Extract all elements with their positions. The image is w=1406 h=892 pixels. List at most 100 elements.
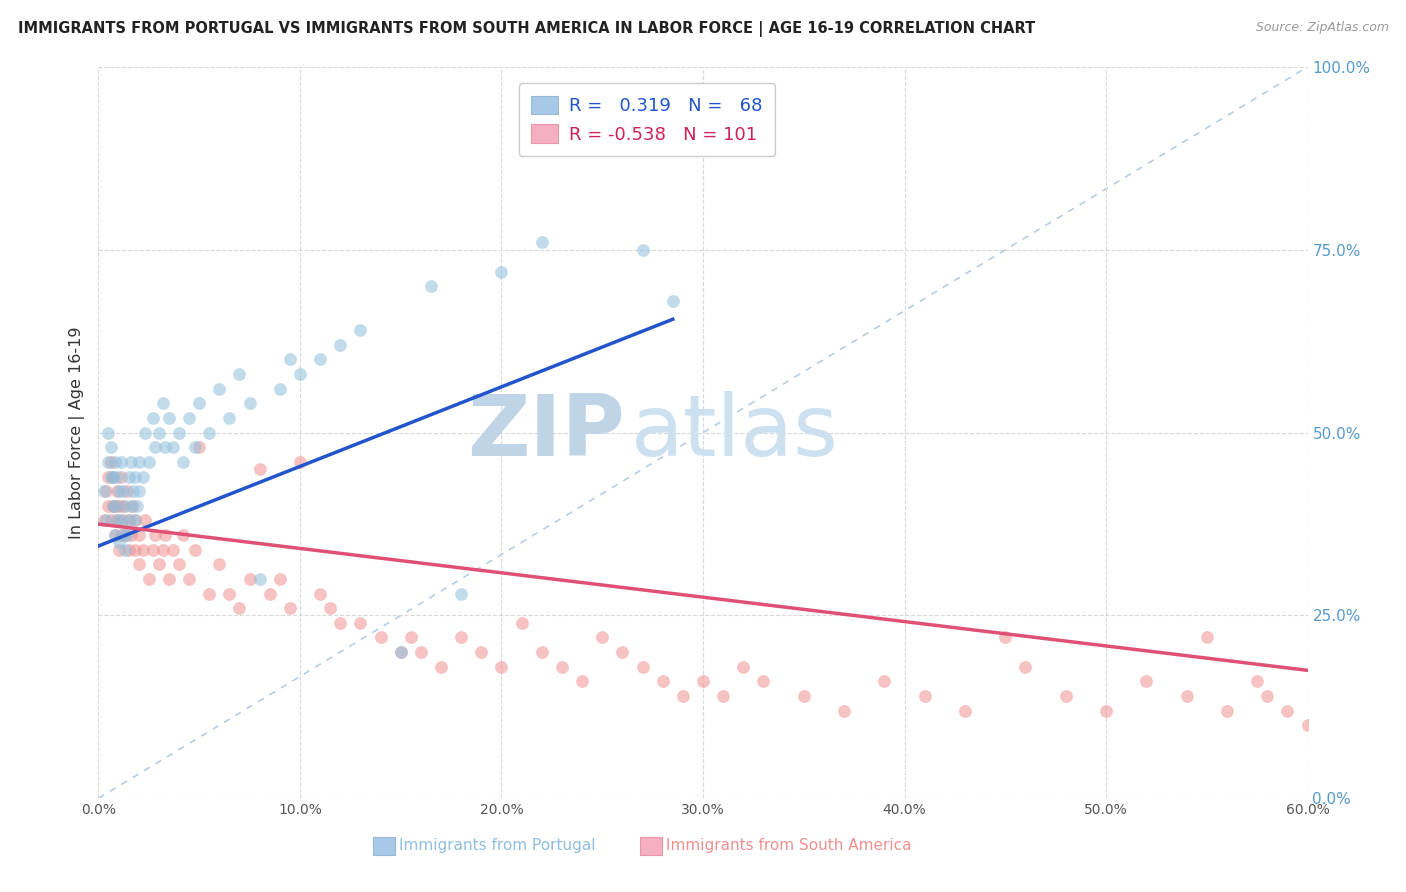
Point bbox=[167, 425, 190, 440]
Point bbox=[125, 499, 148, 513]
Point bbox=[430, 659, 453, 673]
Point bbox=[142, 542, 165, 557]
Point bbox=[97, 499, 120, 513]
Point bbox=[249, 462, 271, 476]
Point bbox=[120, 528, 142, 542]
Point bbox=[399, 631, 422, 645]
Point bbox=[107, 535, 129, 549]
Point bbox=[103, 455, 125, 469]
Point bbox=[269, 382, 291, 396]
Point bbox=[101, 499, 124, 513]
Point bbox=[198, 586, 221, 600]
Point bbox=[118, 469, 141, 483]
Point bbox=[103, 528, 125, 542]
Point bbox=[107, 484, 129, 499]
Point bbox=[114, 542, 136, 557]
Point bbox=[103, 499, 125, 513]
Point bbox=[101, 499, 124, 513]
Point bbox=[188, 440, 211, 454]
Point bbox=[389, 645, 412, 659]
Point bbox=[1014, 659, 1036, 673]
Point bbox=[97, 469, 120, 483]
Point bbox=[97, 425, 120, 440]
Point bbox=[118, 513, 141, 527]
Point bbox=[914, 689, 936, 703]
Point bbox=[118, 513, 141, 527]
Point bbox=[120, 499, 142, 513]
Point bbox=[132, 469, 155, 483]
Point bbox=[1316, 615, 1339, 630]
Point bbox=[128, 558, 150, 572]
Point bbox=[172, 455, 194, 469]
Point bbox=[157, 572, 180, 586]
Point bbox=[450, 631, 472, 645]
Point bbox=[128, 528, 150, 542]
Point bbox=[114, 528, 136, 542]
Point bbox=[249, 572, 271, 586]
Point bbox=[450, 586, 472, 600]
Point bbox=[873, 674, 896, 689]
Point bbox=[661, 293, 683, 308]
Point bbox=[134, 425, 156, 440]
Point bbox=[218, 411, 240, 425]
Point bbox=[143, 528, 166, 542]
Point bbox=[115, 528, 138, 542]
Point bbox=[111, 528, 134, 542]
Point bbox=[93, 484, 115, 499]
Point bbox=[121, 484, 143, 499]
Point bbox=[288, 367, 311, 381]
Point bbox=[329, 338, 352, 352]
Point bbox=[1376, 689, 1399, 703]
Point bbox=[994, 631, 1017, 645]
Point bbox=[107, 499, 129, 513]
Point bbox=[269, 572, 291, 586]
Point bbox=[153, 528, 176, 542]
Point bbox=[114, 499, 136, 513]
Point bbox=[105, 513, 128, 527]
Point bbox=[148, 425, 170, 440]
Point bbox=[1277, 704, 1299, 718]
Point bbox=[124, 469, 146, 483]
Point bbox=[551, 659, 574, 673]
Point bbox=[97, 455, 120, 469]
Point bbox=[120, 455, 142, 469]
Point bbox=[121, 499, 143, 513]
Point bbox=[370, 631, 392, 645]
Point bbox=[1398, 704, 1406, 718]
Point bbox=[143, 440, 166, 454]
Point bbox=[105, 513, 128, 527]
Point bbox=[111, 499, 134, 513]
Point bbox=[101, 469, 124, 483]
Point bbox=[1216, 704, 1239, 718]
Point bbox=[118, 542, 141, 557]
Point bbox=[239, 396, 262, 410]
Point bbox=[228, 367, 250, 381]
Point bbox=[101, 469, 124, 483]
Point bbox=[138, 455, 160, 469]
Point bbox=[309, 586, 332, 600]
Point bbox=[389, 645, 412, 659]
Point bbox=[107, 542, 129, 557]
Point bbox=[198, 425, 221, 440]
Point bbox=[111, 513, 134, 527]
Text: IMMIGRANTS FROM PORTUGAL VS IMMIGRANTS FROM SOUTH AMERICA IN LABOR FORCE | AGE 1: IMMIGRANTS FROM PORTUGAL VS IMMIGRANTS F… bbox=[18, 21, 1036, 37]
Point bbox=[571, 96, 593, 111]
Point bbox=[128, 455, 150, 469]
Point bbox=[530, 235, 553, 250]
Text: Immigrants from Portugal: Immigrants from Portugal bbox=[399, 838, 596, 853]
Point bbox=[153, 440, 176, 454]
Point bbox=[100, 455, 122, 469]
Point bbox=[259, 586, 281, 600]
Point bbox=[184, 542, 207, 557]
Point bbox=[167, 558, 190, 572]
Point bbox=[179, 411, 201, 425]
Point bbox=[188, 396, 211, 410]
Point bbox=[349, 323, 371, 337]
Point bbox=[218, 586, 240, 600]
Point bbox=[93, 513, 115, 527]
Point bbox=[103, 499, 125, 513]
Point bbox=[100, 513, 122, 527]
Point bbox=[111, 484, 134, 499]
Point bbox=[953, 704, 976, 718]
Point bbox=[612, 645, 634, 659]
